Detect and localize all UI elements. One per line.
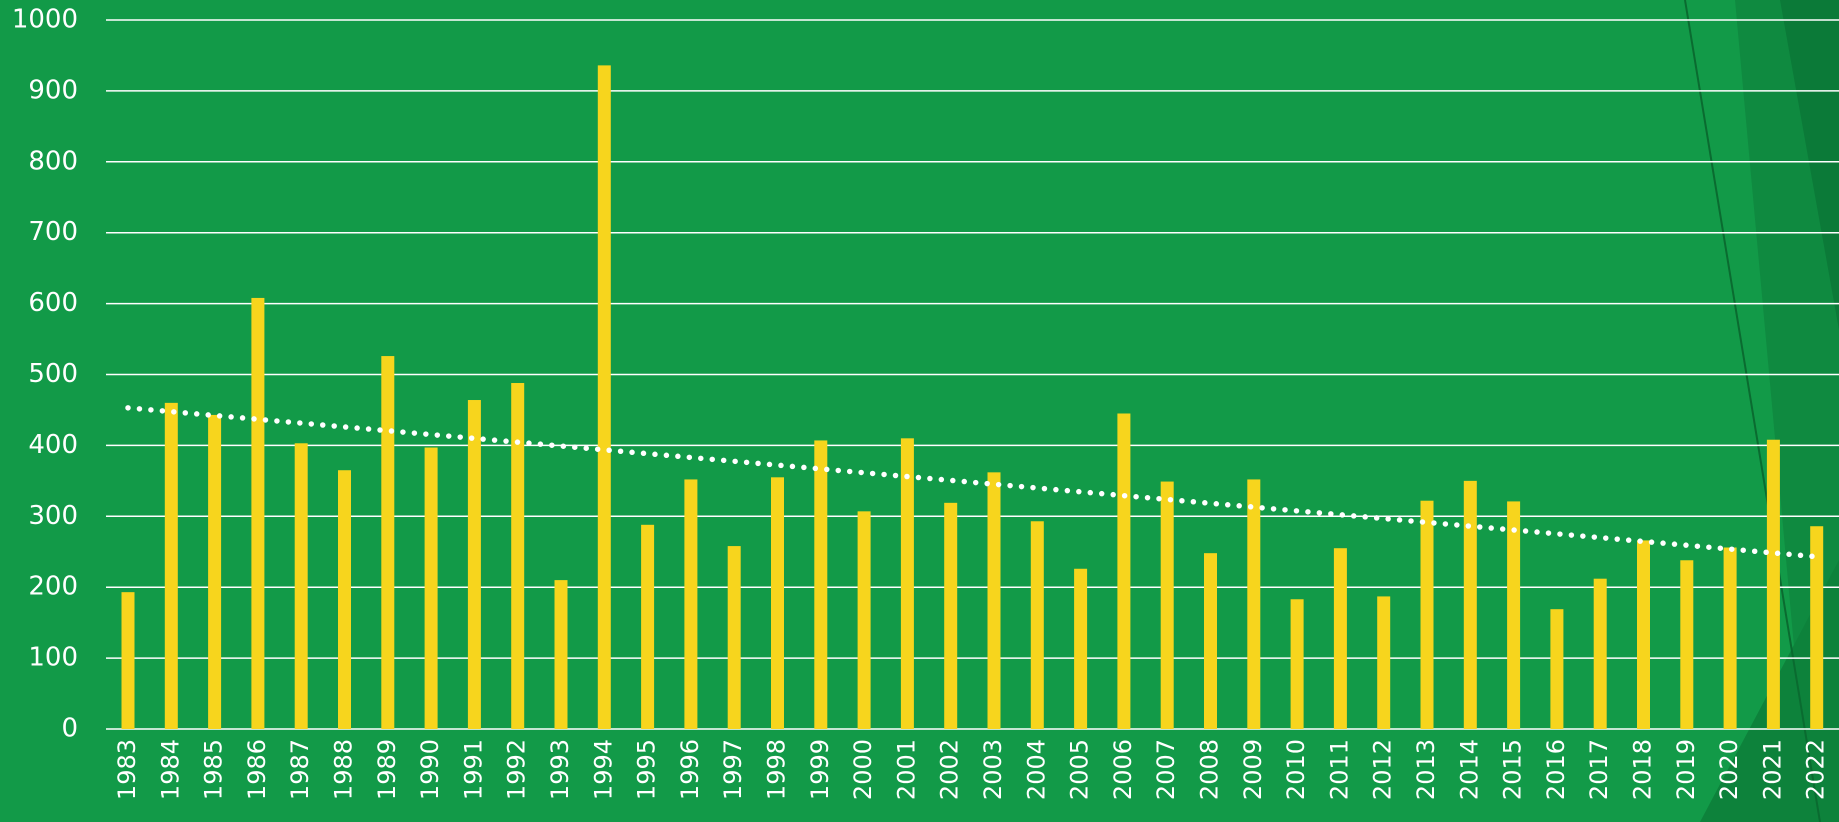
bar: [1507, 501, 1521, 729]
bar: [727, 546, 741, 729]
bar: [424, 447, 438, 729]
bar: [1766, 439, 1780, 729]
bar: [1463, 480, 1477, 729]
bar: [1550, 609, 1564, 729]
bar: [294, 443, 308, 729]
bar: [467, 400, 481, 729]
x-tick-label: 1993: [546, 739, 574, 800]
bar: [987, 472, 1001, 729]
x-tick-label: 2012: [1369, 739, 1397, 800]
x-tick-label: 2020: [1715, 739, 1743, 800]
bar: [900, 438, 914, 729]
bar: [1377, 596, 1391, 729]
y-tick-label: 400: [28, 430, 78, 460]
y-tick-label: 0: [61, 714, 78, 744]
bar: [1204, 553, 1217, 729]
bar: [944, 502, 958, 729]
y-tick-label: 200: [28, 572, 78, 602]
y-tick-label: 900: [28, 75, 78, 105]
bar: [1637, 540, 1650, 729]
x-tick-label: 1985: [200, 739, 228, 800]
bar: [208, 414, 222, 729]
bar: [338, 470, 351, 729]
bar: [597, 65, 611, 730]
y-tick-label: 500: [28, 359, 78, 389]
x-tick-label: 1984: [156, 739, 184, 800]
x-tick-label: 2013: [1412, 739, 1440, 800]
bar: [1420, 500, 1434, 729]
x-tick-label: 1997: [719, 739, 747, 800]
y-tick-label: 800: [28, 146, 78, 176]
x-tick-label: 1988: [330, 739, 358, 800]
y-tick-label: 300: [28, 501, 78, 531]
x-tick-label: 1994: [589, 739, 617, 800]
x-tick-label: 2004: [1022, 739, 1050, 800]
bar: [1117, 413, 1131, 729]
x-tick-label: 2015: [1499, 739, 1527, 800]
bar: [641, 524, 655, 729]
x-tick-label: 2006: [1109, 739, 1137, 800]
bar: [1810, 526, 1824, 729]
y-tick-label: 100: [28, 643, 78, 673]
x-tick-label: 1990: [416, 739, 444, 800]
bar: [771, 477, 784, 729]
bar: [554, 580, 568, 729]
bar: [164, 402, 178, 729]
bar: [381, 356, 395, 729]
trend-line: [125, 405, 1820, 560]
bar: [1723, 547, 1737, 729]
x-tick-label: 2014: [1455, 739, 1483, 800]
y-tick-label: 600: [28, 288, 78, 318]
bar: [1290, 599, 1304, 729]
x-tick-label: 2018: [1629, 739, 1657, 800]
x-tick-label: 2003: [979, 739, 1007, 800]
x-tick-label: 1991: [459, 739, 487, 800]
x-tick-label: 2009: [1239, 739, 1267, 800]
y-tick-label: 1000: [12, 5, 78, 35]
x-tick-label: 2010: [1282, 739, 1310, 800]
bar: [857, 511, 871, 729]
x-tick-label: 1989: [373, 739, 401, 800]
x-tick-label: 1986: [243, 739, 271, 800]
x-tick-label: 2019: [1672, 739, 1700, 800]
x-tick-label: 2008: [1196, 739, 1224, 800]
x-tick-label: 1987: [286, 739, 314, 800]
x-tick-label: 2011: [1325, 739, 1353, 800]
bar: [1680, 560, 1694, 729]
x-tick-label: 2007: [1152, 739, 1180, 800]
x-tick-label: 1992: [503, 739, 531, 800]
x-tick-label: 2000: [849, 739, 877, 800]
bar: [1030, 521, 1044, 729]
x-tick-label: 1998: [763, 739, 791, 800]
bar: [1247, 479, 1261, 729]
x-tick-label: 2005: [1066, 739, 1094, 800]
x-tick-label: 2002: [936, 739, 964, 800]
bar: [1593, 578, 1607, 729]
x-tick-label: 1983: [113, 739, 141, 800]
bar: [684, 479, 698, 729]
x-tick-label: 2001: [892, 739, 920, 800]
bar: [1333, 548, 1347, 729]
x-tick-label: 2016: [1542, 739, 1570, 800]
x-tick-label: 1995: [633, 739, 661, 800]
x-tick-label: 1996: [676, 739, 704, 800]
bar: [511, 383, 525, 729]
y-tick-label: 700: [28, 217, 78, 247]
bar: [1074, 568, 1088, 729]
bar: [121, 592, 135, 729]
x-tick-label: 2022: [1802, 739, 1830, 800]
x-tick-label: 2017: [1585, 739, 1613, 800]
bar: [251, 297, 265, 729]
bar: [1160, 481, 1174, 729]
x-tick-label: 1999: [806, 739, 834, 800]
bar: [814, 440, 828, 729]
x-tick-label: 2021: [1758, 739, 1786, 800]
